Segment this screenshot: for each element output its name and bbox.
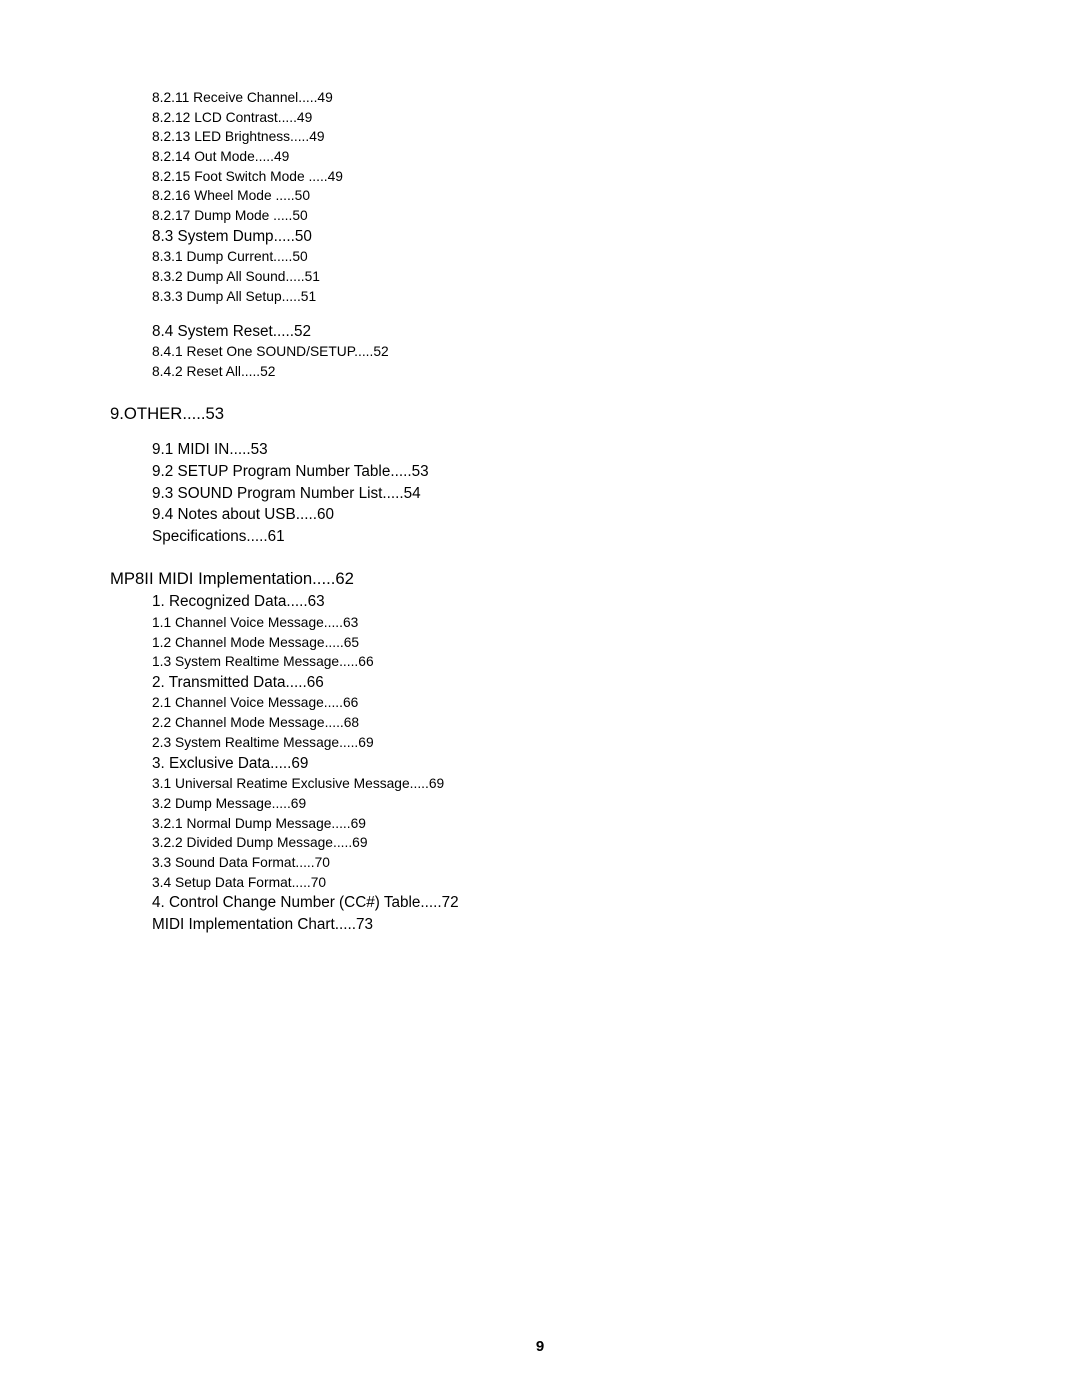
toc-entry: 2. Transmitted Data.....66 <box>152 675 1080 690</box>
toc-entry: 8.3.3 Dump All Setup.....51 <box>152 290 1080 304</box>
toc-entry: 8.4.1 Reset One SOUND/SETUP.....52 <box>152 345 1080 359</box>
toc-entry: 8.2.11 Receive Channel.....49 <box>152 91 1080 105</box>
toc-entry: 8.3.1 Dump Current.....50 <box>152 250 1080 264</box>
toc-entry: 4. Control Change Number (CC#) Table....… <box>152 895 1080 910</box>
toc-entry: 8.2.16 Wheel Mode .....50 <box>152 189 1080 203</box>
toc-entry: 8.2.15 Foot Switch Mode .....49 <box>152 170 1080 184</box>
page-number: 9 <box>0 1338 1080 1355</box>
toc-entry: 8.2.13 LED Brightness.....49 <box>152 130 1080 144</box>
toc-entry: 8.4.2 Reset All.....52 <box>152 365 1080 379</box>
toc-entry: Specifications.....61 <box>152 529 1080 544</box>
toc-entry: 3.4 Setup Data Format.....70 <box>152 876 1080 890</box>
toc-entry: 3.3 Sound Data Format.....70 <box>152 856 1080 870</box>
document-page: 8.2.11 Receive Channel.....49 8.2.12 LCD … <box>0 0 1080 1397</box>
table-of-contents: 8.2.11 Receive Channel.....49 8.2.12 LCD … <box>110 91 1080 932</box>
toc-entry: 3.2.2 Divided Dump Message.....69 <box>152 836 1080 850</box>
toc-entry: 2.1 Channel Voice Message.....66 <box>152 696 1080 710</box>
toc-entry: 8.3.2 Dump All Sound.....51 <box>152 270 1080 284</box>
toc-entry: 1.1 Channel Voice Message.....63 <box>152 616 1080 630</box>
toc-entry: 1. Recognized Data.....63 <box>152 594 1080 609</box>
toc-entry: 3.2 Dump Message.....69 <box>152 797 1080 811</box>
toc-entry: 1.2 Channel Mode Message.....65 <box>152 636 1080 650</box>
toc-entry: 9.4 Notes about USB.....60 <box>152 507 1080 522</box>
toc-entry: 8.3 System Dump.....50 <box>152 229 1080 244</box>
toc-entry: 8.2.14 Out Mode.....49 <box>152 150 1080 164</box>
toc-entry: 9.1 MIDI IN.....53 <box>152 442 1080 457</box>
toc-entry: 9.3 SOUND Program Number List.....54 <box>152 486 1080 501</box>
toc-entry: MP8II MIDI Implementation.....62 <box>110 571 1080 588</box>
toc-entry: 9.OTHER.....53 <box>110 406 1080 423</box>
toc-entry: 8.2.17 Dump Mode .....50 <box>152 209 1080 223</box>
toc-entry: 8.4 System Reset.....52 <box>152 324 1080 339</box>
toc-entry: 8.2.12 LCD Contrast.....49 <box>152 111 1080 125</box>
toc-entry: 3.2.1 Normal Dump Message.....69 <box>152 817 1080 831</box>
toc-entry: 2.2 Channel Mode Message.....68 <box>152 716 1080 730</box>
toc-entry: 1.3 System Realtime Message.....66 <box>152 655 1080 669</box>
toc-entry: 3.1 Universal Reatime Exclusive Message.… <box>152 777 1080 791</box>
toc-entry: 9.2 SETUP Program Number Table.....53 <box>152 464 1080 479</box>
toc-entry: 2.3 System Realtime Message.....69 <box>152 736 1080 750</box>
toc-entry: MIDI Implementation Chart.....73 <box>152 917 1080 932</box>
toc-entry: 3. Exclusive Data.....69 <box>152 756 1080 771</box>
